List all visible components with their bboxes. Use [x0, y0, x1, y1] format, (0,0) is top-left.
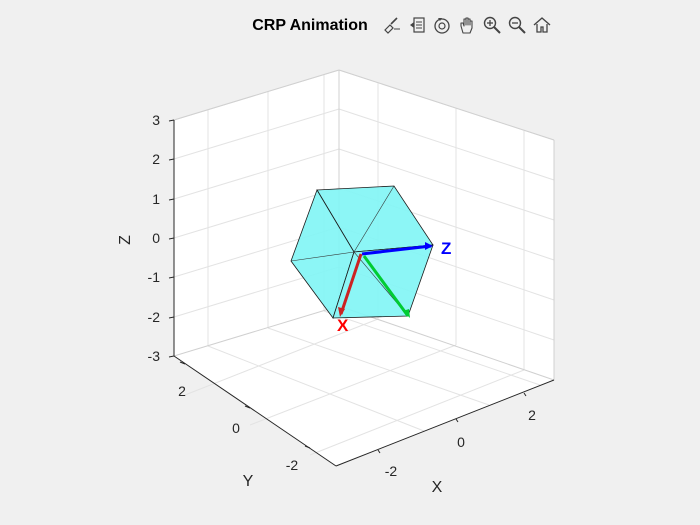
brush-button[interactable]	[380, 13, 403, 37]
z-tick-label: 2	[152, 151, 160, 167]
grid-floor-y2	[207, 345, 425, 432]
zoom-out-button[interactable]	[505, 13, 528, 37]
grid-floor-ym2	[323, 310, 541, 386]
frame-z-arrowhead	[425, 242, 433, 250]
tick-xm2	[377, 449, 381, 454]
frame-x-arrowhead	[338, 307, 345, 317]
zoom-in-icon	[483, 16, 501, 34]
axis-box-edge-2	[338, 69, 555, 141]
frame-z-label: Z	[441, 239, 451, 258]
data-tips-button[interactable]	[405, 13, 428, 37]
tick-zm2	[168, 316, 175, 319]
axes-box	[173, 69, 555, 381]
grid-right-z1	[338, 148, 555, 221]
rotate-3d-icon	[433, 18, 450, 34]
grid-right-z2	[338, 108, 555, 181]
zoom-in-button[interactable]	[480, 13, 503, 37]
grid-floor-xm2	[184, 318, 379, 396]
frame-axes: Z X	[337, 239, 451, 335]
z-axis-label: Z	[117, 235, 134, 245]
frame-y-arrow	[362, 255, 410, 317]
home-icon	[533, 17, 550, 33]
tick-zm3	[168, 355, 175, 358]
axes-toolbar	[380, 13, 553, 37]
x-tick-label: 2	[528, 407, 536, 423]
grid-left-z1	[173, 148, 340, 200]
x-tick-label: -2	[385, 463, 398, 479]
axes-back-panes	[174, 70, 554, 466]
x-axis-line	[335, 379, 555, 467]
data-tips-icon	[409, 17, 425, 33]
frame-x-arrow	[339, 253, 363, 315]
x-tick-label: 0	[457, 434, 465, 450]
tick-x0	[455, 418, 459, 423]
cube-hidden-edge	[290, 251, 355, 262]
y-tick-labels: 2 0 -2	[178, 383, 298, 473]
y-tick-label: 0	[232, 420, 240, 436]
floor-pane	[174, 306, 554, 466]
tick-zm1	[168, 276, 175, 279]
frame-z-arrow	[361, 244, 432, 256]
tick-y0	[244, 405, 251, 409]
grid-left-z2	[173, 108, 340, 160]
brush-icon	[383, 17, 400, 34]
grid-floor-x0	[249, 344, 457, 426]
axis-box-edge-1	[173, 69, 340, 121]
axis-box-edge-6	[338, 305, 555, 381]
z-tick-label: -2	[148, 309, 161, 325]
grid-floor-y0	[267, 327, 490, 406]
figure-title: CRP Animation	[252, 17, 368, 34]
tick-ym2	[304, 445, 311, 449]
cube-hidden-edge	[353, 185, 395, 253]
tick-z3	[168, 119, 175, 122]
grid-left-z0	[173, 187, 340, 239]
pan-hand-icon	[459, 17, 473, 34]
x-axis-label: X	[432, 479, 443, 496]
frame-x-label: X	[337, 316, 349, 335]
rotate-3d-button[interactable]	[430, 13, 453, 37]
z-tick-label: -3	[148, 348, 161, 364]
tick-x2	[523, 392, 527, 397]
y-axis-label: Y	[243, 473, 254, 490]
tick-z2	[168, 158, 175, 161]
z-tick-label: 0	[152, 230, 160, 246]
pan-button[interactable]	[455, 13, 478, 37]
zoom-out-icon	[508, 16, 526, 34]
y-tick-label: 2	[178, 383, 186, 399]
tick-z0	[168, 237, 175, 240]
y-tick-label: -2	[286, 457, 299, 473]
x-tick-labels: -2 0 2	[385, 407, 536, 479]
z-tick-labels: 3 2 1 0 -1 -2 -3	[148, 112, 161, 364]
grid-floor-x2	[309, 369, 525, 456]
tick-marks	[168, 119, 527, 454]
z-tick-label: 1	[152, 191, 160, 207]
restore-view-button[interactable]	[530, 13, 553, 37]
axis-box-edge-5	[173, 305, 340, 357]
z-tick-label: 3	[152, 112, 160, 128]
tick-y2	[179, 361, 186, 365]
tick-z1	[168, 198, 175, 201]
frame-y-arrowhead	[403, 309, 410, 318]
z-tick-label: -1	[148, 269, 161, 285]
